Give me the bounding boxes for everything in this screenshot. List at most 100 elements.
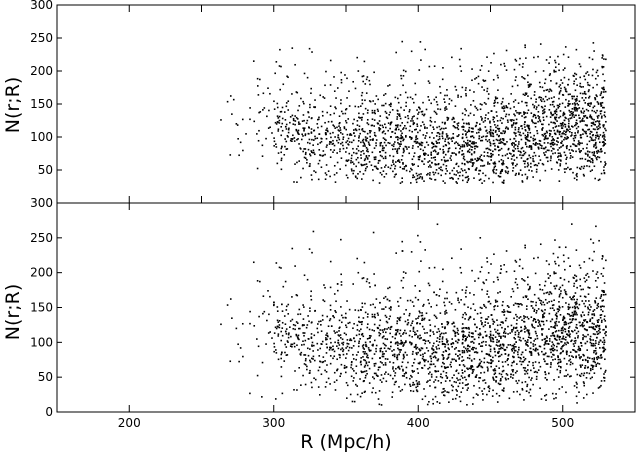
bottom-scatter-points: [220, 223, 607, 406]
scatter-point: [302, 332, 305, 334]
scatter-point: [588, 372, 591, 375]
scatter-point: [552, 343, 555, 346]
scatter-point: [500, 132, 502, 134]
scatter-point: [262, 312, 264, 315]
scatter-point: [382, 104, 385, 107]
scatter-point: [403, 375, 406, 377]
scatter-point: [379, 171, 382, 174]
scatter-point: [415, 380, 418, 382]
scatter-point: [413, 346, 416, 348]
scatter-point: [599, 148, 602, 151]
scatter-point: [498, 372, 501, 375]
scatter-point: [368, 130, 371, 132]
scatter-point: [580, 315, 583, 318]
scatter-point: [471, 135, 474, 138]
scatter-point: [291, 318, 294, 321]
scatter-point: [576, 402, 578, 404]
scatter-point: [396, 136, 399, 138]
scatter-point: [603, 318, 606, 321]
scatter-point: [393, 383, 396, 386]
scatter-point: [506, 153, 509, 155]
scatter-point: [471, 369, 474, 371]
scatter-point: [320, 343, 322, 345]
scatter-point: [454, 308, 457, 311]
scatter-point: [295, 294, 298, 296]
scatter-point: [346, 176, 349, 179]
scatter-point: [602, 86, 605, 89]
scatter-point: [492, 281, 495, 283]
scatter-point: [402, 357, 405, 360]
scatter-point: [259, 78, 261, 81]
scatter-point: [559, 84, 562, 86]
scatter-point: [292, 327, 295, 330]
scatter-point: [361, 139, 364, 142]
scatter-point: [446, 341, 448, 344]
scatter-point: [526, 329, 528, 332]
scatter-point: [483, 155, 486, 157]
scatter-point: [544, 146, 547, 149]
scatter-point: [559, 292, 562, 295]
scatter-point: [434, 356, 437, 359]
scatter-point: [563, 344, 565, 346]
scatter-point: [478, 343, 480, 345]
scatter-point: [536, 337, 539, 340]
scatter-point: [456, 377, 458, 380]
scatter-point: [395, 367, 397, 370]
scatter-point: [405, 309, 407, 311]
scatter-point: [455, 388, 458, 391]
scatter-point: [557, 152, 560, 155]
scatter-point: [514, 331, 517, 334]
scatter-point: [377, 162, 380, 164]
scatter-point: [506, 172, 509, 175]
scatter-point: [557, 141, 559, 143]
scatter-point: [466, 176, 468, 179]
scatter-point: [558, 97, 560, 100]
scatter-point: [450, 365, 452, 368]
scatter-point: [268, 109, 270, 112]
scatter-point: [438, 135, 441, 138]
scatter-point: [578, 63, 581, 65]
scatter-point: [576, 166, 579, 169]
scatter-point: [399, 117, 402, 120]
scatter-point: [567, 129, 569, 132]
scatter-point: [302, 135, 304, 137]
scatter-point: [588, 128, 591, 131]
scatter-point: [387, 347, 390, 350]
scatter-point: [487, 93, 490, 95]
scatter-point: [537, 352, 540, 355]
scatter-point: [354, 87, 357, 90]
scatter-point: [584, 328, 587, 331]
scatter-point: [389, 332, 391, 335]
scatter-point: [597, 117, 599, 119]
scatter-point: [401, 132, 403, 135]
scatter-point: [347, 118, 350, 120]
scatter-point: [521, 304, 523, 306]
scatter-point: [413, 305, 415, 307]
scatter-point: [327, 377, 330, 380]
scatter-point: [539, 43, 542, 45]
scatter-point: [459, 353, 461, 356]
scatter-point: [530, 379, 532, 381]
scatter-point: [567, 306, 569, 308]
scatter-point: [303, 354, 305, 356]
scatter-point: [580, 111, 583, 114]
scatter-point: [334, 106, 336, 108]
scatter-point: [519, 357, 522, 359]
scatter-point: [582, 397, 585, 399]
scatter-point: [385, 126, 387, 129]
scatter-point: [567, 342, 569, 344]
scatter-point: [334, 389, 337, 391]
scatter-point: [514, 99, 517, 101]
scatter-point: [597, 103, 600, 105]
scatter-point: [412, 123, 415, 126]
scatter-point: [498, 340, 500, 342]
scatter-point: [345, 357, 347, 359]
scatter-point: [592, 345, 595, 347]
scatter-point: [330, 120, 333, 123]
scatter-point: [601, 115, 603, 118]
scatter-point: [566, 350, 568, 353]
scatter-point: [489, 348, 492, 351]
scatter-point: [497, 352, 500, 354]
scatter-point: [324, 286, 326, 289]
scatter-point: [546, 302, 549, 304]
